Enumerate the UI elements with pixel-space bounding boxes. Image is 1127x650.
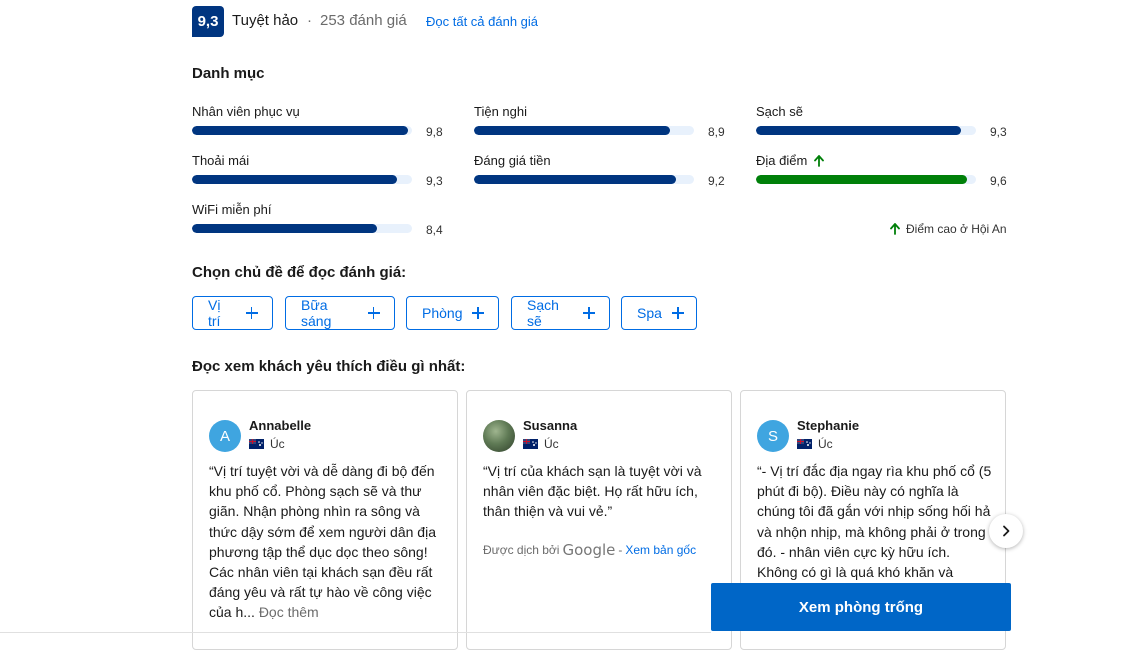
reviewer-name: Stephanie <box>797 418 860 433</box>
review-text: “- Vị trí đắc địa ngay rìa khu phố cổ (5… <box>757 463 992 581</box>
topic-chip-cleanliness[interactable]: Sạch sẽ <box>511 296 610 330</box>
translated-by: Được dịch bởi Google - Xem bản gốc <box>483 541 696 559</box>
topic-chip-label: Bữa sáng <box>301 297 332 329</box>
topic-chip-label: Sạch sẽ <box>527 297 559 329</box>
category-label: WiFi miễn phí <box>192 202 272 217</box>
category-bar-fill <box>756 126 961 135</box>
reviewer-country-name: Úc <box>544 437 559 451</box>
category-value: 9,3 <box>426 174 443 188</box>
category-bar-fill <box>192 224 377 233</box>
category-bar-fill <box>192 126 408 135</box>
high-score-note-text: Điểm cao ở Hội An <box>906 222 1007 236</box>
category-value: 9,8 <box>426 125 443 139</box>
category-value: 8,9 <box>708 125 725 139</box>
category-bar <box>756 126 976 135</box>
reviewer-country: Úc <box>523 437 559 451</box>
plus-icon <box>245 307 259 319</box>
australia-flag-icon <box>249 439 264 449</box>
read-more-link[interactable]: Đọc thêm <box>258 604 319 621</box>
translated-by-label: Được dịch bởi <box>483 543 560 557</box>
category-label: Đáng giá tiền <box>474 153 551 168</box>
next-reviews-button[interactable] <box>989 514 1023 548</box>
category-label: Tiện nghi <box>474 104 527 119</box>
australia-flag-icon <box>797 439 812 449</box>
review-score-badge: 9,3 <box>192 6 224 37</box>
topic-chip-room[interactable]: Phòng <box>406 296 499 330</box>
category-location: Địa điểm 9,6 <box>756 152 1007 188</box>
review-card-susanna: Susanna Úc “Vị trí của khách sạn là tuyệ… <box>466 390 732 650</box>
category-cleanliness: Sạch sẽ 9,3 <box>756 103 1007 139</box>
reviews-title: Đọc xem khách yêu thích điều gì nhất: <box>192 358 466 375</box>
category-comfort: Thoải mái 9,3 <box>192 152 443 188</box>
category-bar <box>192 224 412 233</box>
review-count: 253 đánh giá <box>320 12 407 29</box>
category-bar <box>756 175 976 184</box>
category-bar <box>192 175 412 184</box>
topic-chip-breakfast[interactable]: Bữa sáng <box>285 296 395 330</box>
category-staff: Nhân viên phục vụ 9,8 <box>192 103 443 139</box>
google-logo: Google <box>562 541 616 559</box>
category-value: 9,2 <box>708 174 725 188</box>
category-bar <box>474 126 694 135</box>
see-availability-button[interactable]: Xem phòng trống <box>711 583 1011 631</box>
topic-chip-label: Spa <box>637 305 662 321</box>
category-bar-fill <box>474 175 677 184</box>
category-bar-fill <box>474 126 670 135</box>
category-wifi: WiFi miễn phí 8,4 <box>192 201 443 237</box>
category-value-for-money: Đáng giá tiền 9,2 <box>474 152 725 188</box>
topic-chip-label: Vị trí <box>208 297 221 329</box>
category-value: 9,3 <box>990 125 1007 139</box>
reviewer-name: Susanna <box>523 418 578 433</box>
rating-separator: · <box>307 12 312 29</box>
chevron-right-icon <box>1003 525 1010 537</box>
translated-separator: - <box>618 543 623 557</box>
topic-chip-location[interactable]: Vị trí <box>192 296 273 330</box>
bottom-divider <box>0 632 711 633</box>
plus-icon <box>583 307 595 319</box>
category-bar <box>192 126 412 135</box>
plus-icon <box>367 307 381 319</box>
topics-title: Chọn chủ đề để đọc đánh giá: <box>192 264 407 281</box>
avatar: A <box>209 420 241 452</box>
category-value: 8,4 <box>426 223 443 237</box>
category-bar-fill <box>192 175 397 184</box>
reviewer-country-name: Úc <box>818 437 833 451</box>
reviewer-name: Annabelle <box>249 418 312 433</box>
review-card-annabelle: A Annabelle Úc “Vị trí tuyệt vời và dễ d… <box>192 390 458 650</box>
rating-word: Tuyệt hảo <box>232 12 299 29</box>
avatar <box>483 420 515 452</box>
categories-title: Danh mục <box>192 65 265 82</box>
plus-icon <box>472 307 484 319</box>
read-all-reviews-link[interactable]: Đọc tất cả đánh giá <box>426 14 539 29</box>
category-label: Thoải mái <box>192 153 250 168</box>
high-score-note: Điểm cao ở Hội An <box>889 222 1007 236</box>
australia-flag-icon <box>523 439 538 449</box>
review-text-body: “Vị trí tuyệt vời và dễ dàng đi bộ đến k… <box>209 463 436 621</box>
category-label: Địa điểm <box>756 153 808 168</box>
see-original-link[interactable]: Xem bản gốc <box>625 543 697 557</box>
arrow-up-icon <box>814 154 825 167</box>
category-label: Nhân viên phục vụ <box>192 104 300 119</box>
category-bar-fill <box>756 175 968 184</box>
topic-chip-spa[interactable]: Spa <box>621 296 697 330</box>
category-label: Sạch sẽ <box>756 104 803 119</box>
topic-chip-label: Phòng <box>422 305 463 321</box>
plus-icon <box>671 307 685 319</box>
reviewer-country-name: Úc <box>270 437 285 451</box>
review-text: “Vị trí tuyệt vời và dễ dàng đi bộ đến k… <box>209 461 445 623</box>
category-value: 9,6 <box>990 174 1007 188</box>
category-facilities: Tiện nghi 8,9 <box>474 103 725 139</box>
reviewer-country: Úc <box>797 437 833 451</box>
reviewer-country: Úc <box>249 437 285 451</box>
review-text: “Vị trí của khách sạn là tuyệt vời và nh… <box>483 463 702 520</box>
arrow-up-icon <box>890 223 900 235</box>
category-bar <box>474 175 694 184</box>
avatar: S <box>757 420 789 452</box>
